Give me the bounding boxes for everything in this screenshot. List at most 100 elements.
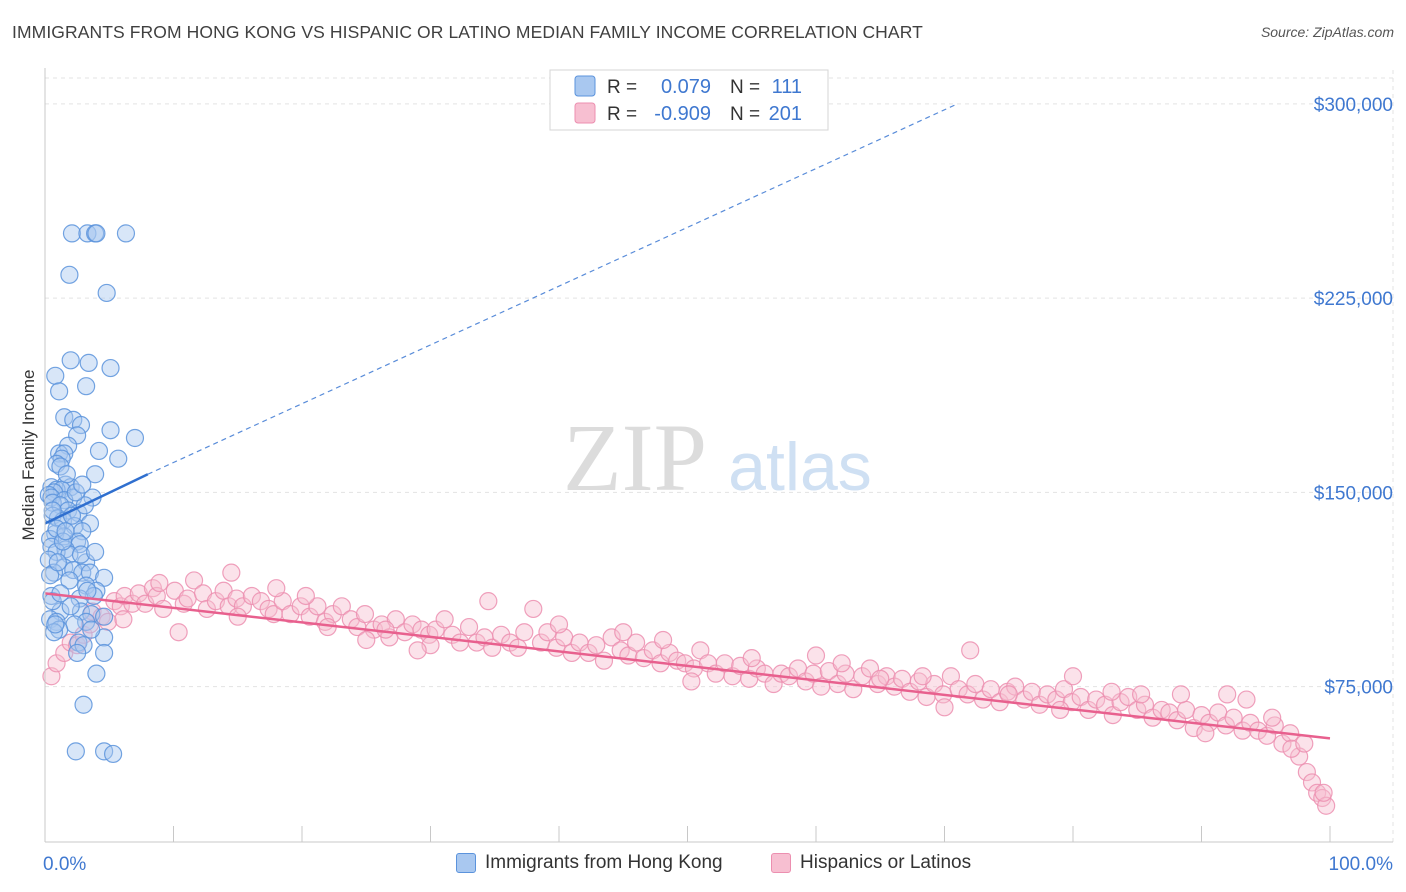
- stats-legend-box: [549, 69, 829, 131]
- hispanic-point: [549, 615, 569, 634]
- hispanic-point: [450, 633, 470, 652]
- y-tick-label-1: $75,000: [1324, 678, 1393, 699]
- hispanic-point: [357, 630, 376, 650]
- hongkong-trend-line: [44, 473, 149, 525]
- hispanic-point: [515, 623, 534, 642]
- hispanic-trend-line: [44, 592, 1331, 740]
- legend-item-hispanic[interactable]: Hispanics or Latinos: [771, 852, 971, 874]
- hongkong-point: [50, 444, 69, 463]
- hongkong-point: [57, 465, 76, 484]
- hongkong-point: [50, 382, 69, 401]
- hongkong-point: [87, 664, 106, 683]
- hispanic-point: [1171, 685, 1191, 704]
- hongkong-point: [116, 224, 136, 243]
- hispanic-point: [1224, 708, 1243, 727]
- hongkong-point: [62, 224, 82, 243]
- hispanic-point: [913, 667, 932, 686]
- stats-legend-n-label-2: N =: [730, 104, 760, 125]
- hongkong-point: [56, 522, 75, 541]
- hispanic-point: [403, 615, 422, 634]
- hongkong-point: [109, 449, 128, 468]
- hispanic-point: [1314, 783, 1333, 802]
- hongkong-point: [68, 643, 87, 663]
- watermark-atlas: atlas: [728, 429, 872, 505]
- chart-source: Source: ZipAtlas.com: [1260, 24, 1394, 40]
- hongkong-point: [86, 542, 105, 562]
- x-tick-label-end: 100.0%: [1329, 854, 1394, 875]
- hongkong-point: [61, 351, 80, 370]
- hongkong-point: [89, 441, 109, 461]
- grid-layer: [45, 70, 1394, 842]
- hispanic-point: [682, 672, 701, 691]
- y-axis-title: Median Family Income: [19, 369, 38, 540]
- hongkong-point: [74, 695, 93, 714]
- hispanic-point: [602, 628, 621, 647]
- hongkong-point: [125, 428, 145, 448]
- hispanic-point: [587, 636, 606, 655]
- watermark: ZIP atlas: [563, 404, 872, 511]
- hispanic-point: [1196, 724, 1215, 743]
- hongkong-point: [77, 377, 96, 396]
- hispanic-point: [966, 674, 985, 694]
- hongkong-point: [97, 283, 116, 303]
- hispanic-point: [742, 649, 761, 668]
- hongkong-point: [87, 224, 106, 243]
- hongkong-point: [95, 643, 114, 663]
- hispanic-point: [1132, 685, 1151, 704]
- chart-title: IMMIGRANTS FROM HONG KONG VS HISPANIC OR…: [12, 22, 923, 42]
- stats-legend-n-value-1: 111: [772, 76, 802, 98]
- stats-legend-r-label-1: R =: [607, 77, 637, 98]
- hongkong-trend-extension: [147, 103, 958, 475]
- hispanic-point: [114, 610, 133, 629]
- hongkong-point: [86, 465, 105, 484]
- legend-label-hongkong: Immigrants from Hong Kong: [485, 852, 723, 873]
- stats-legend-swatch-blue: [574, 75, 596, 97]
- hispanic-points-layer: [42, 563, 1336, 815]
- hispanic-point: [115, 586, 134, 606]
- hongkong-point: [60, 571, 79, 590]
- hongkong-point: [65, 615, 84, 634]
- watermark-zip: ZIP: [563, 404, 707, 511]
- hongkong-point: [60, 265, 79, 284]
- hongkong-point: [101, 421, 120, 440]
- hispanic-point: [251, 592, 270, 611]
- legend-swatch-hispanic: [771, 853, 791, 873]
- stats-legend-r-label-2: R =: [607, 104, 637, 125]
- hispanic-point: [178, 589, 197, 608]
- hispanic-point: [1218, 685, 1237, 704]
- stats-legend: R = 0.079 N = 111 R = -0.909 N = 201: [549, 69, 829, 131]
- hispanic-point: [184, 571, 204, 590]
- hispanic-point: [1297, 762, 1316, 782]
- hispanic-point: [459, 617, 479, 637]
- stats-legend-swatch-pink: [574, 102, 596, 124]
- hongkong-point: [46, 615, 65, 634]
- hispanic-point: [1308, 783, 1327, 802]
- hispanic-point: [129, 584, 148, 603]
- hispanic-point: [376, 620, 395, 639]
- hongkong-point: [53, 532, 73, 551]
- hispanic-point: [150, 573, 169, 593]
- hongkong-point: [61, 597, 80, 616]
- hongkong-point: [73, 475, 92, 494]
- hispanic-point: [154, 599, 173, 619]
- hispanic-point: [242, 586, 261, 606]
- hispanic-point: [408, 641, 427, 660]
- hispanic-point: [832, 654, 851, 673]
- hispanic-point: [1263, 708, 1282, 727]
- hispanic-point: [1237, 690, 1256, 709]
- axis-layer: $75,000 $150,000 $225,000 $300,000 0.0% 100.0…: [43, 68, 1393, 875]
- hispanic-point: [675, 654, 695, 673]
- hongkong-point: [48, 553, 67, 572]
- hongkong-point: [82, 620, 101, 639]
- hispanic-point: [435, 610, 454, 629]
- hongkong-point: [46, 366, 65, 385]
- hispanic-point: [1241, 713, 1260, 732]
- stats-legend-r-value-1: 0.079: [661, 76, 711, 98]
- legend-item-hongkong[interactable]: Immigrants from Hong Kong: [456, 852, 723, 874]
- hongkong-point: [66, 742, 85, 761]
- hispanic-point: [935, 698, 954, 717]
- hispanic-point: [1051, 700, 1070, 720]
- hispanic-point: [479, 592, 498, 611]
- hongkong-point: [79, 353, 98, 372]
- stats-legend-n-value-2: 201: [769, 103, 802, 125]
